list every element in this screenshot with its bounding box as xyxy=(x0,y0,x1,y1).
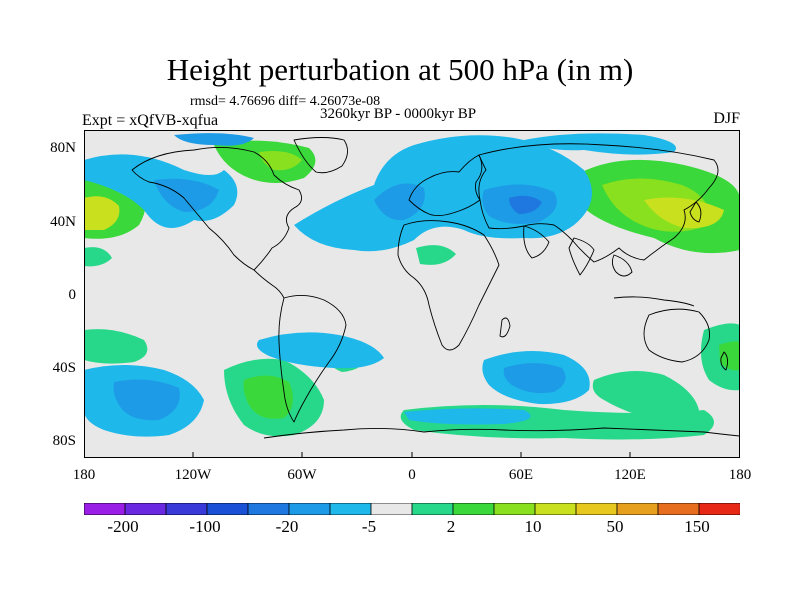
coast-north-america xyxy=(131,147,303,271)
lon-label-60w: 60W xyxy=(287,467,317,483)
contour-indian-positive xyxy=(592,371,699,422)
coast-greenland xyxy=(293,137,348,174)
colorbar-label-2: 2 xyxy=(446,517,456,536)
colorbar-swatch-11 xyxy=(534,503,577,515)
colorbar-swatch-7 xyxy=(370,503,413,515)
lon-label-180e: 180 xyxy=(728,467,752,483)
colorbar-swatch-3 xyxy=(206,503,249,515)
coast-europe xyxy=(408,154,483,217)
period-label: 3260kyr BP - 0000kyr BP xyxy=(320,106,477,122)
contour-s-indian-core xyxy=(503,363,566,394)
coast-india xyxy=(568,237,595,276)
contour-nw-pacific-edge xyxy=(84,247,112,267)
contour-s-america-core xyxy=(243,375,293,419)
stats-line: rmsd= 4.76696 diff= 4.26073e-08 xyxy=(190,94,381,109)
colorbar-swatch-12 xyxy=(575,503,618,515)
coast-antarctica xyxy=(263,427,740,439)
colorbar-label-150: 150 xyxy=(684,517,710,536)
contour-s-pacific-positive xyxy=(84,329,148,364)
axis-ticks xyxy=(192,452,631,458)
colorbar xyxy=(84,503,740,515)
lon-label-60e: 60E xyxy=(508,467,534,483)
lat-label-40s: 40S xyxy=(52,360,76,376)
lon-label-120w: 120W xyxy=(174,467,212,483)
contour-africa-positive xyxy=(416,245,456,265)
coast-africa xyxy=(397,220,500,351)
lat-label-equator: 0 xyxy=(68,287,77,303)
lon-label-120e: 120E xyxy=(614,467,646,483)
colorbar-label-minus-100: -100 xyxy=(189,517,221,536)
colorbar-swatch-10 xyxy=(493,503,536,515)
contour-europe-inner xyxy=(509,195,542,214)
contour-n-pacific-core xyxy=(154,178,219,212)
contour-se-pacific-negative xyxy=(256,332,384,369)
colorbar-label-10: 10 xyxy=(524,517,542,536)
colorbar-swatch-2 xyxy=(165,503,208,515)
season-label: DJF xyxy=(713,110,740,127)
colorbar-swatch-5 xyxy=(288,503,331,515)
plot-title: Height perturbation at 500 hPa (in m) xyxy=(166,52,634,87)
lat-label-40n: 40N xyxy=(50,214,76,230)
colorbar-swatch-8 xyxy=(411,503,454,515)
coast-arabia xyxy=(523,225,550,259)
coastlines xyxy=(131,137,740,439)
colorbar-label-minus-200: -200 xyxy=(107,517,139,536)
coast-madagascar xyxy=(499,317,511,338)
contour-arctic-negative xyxy=(524,133,676,155)
coast-indonesia xyxy=(613,296,695,307)
lon-label-180w: 180 xyxy=(72,467,96,483)
colorbar-swatch-13 xyxy=(616,503,659,515)
colorbar-label-minus-20: -20 xyxy=(275,517,299,536)
contour-fills xyxy=(84,133,740,440)
colorbar-label-minus-5: -5 xyxy=(361,517,377,536)
height-perturbation-map xyxy=(84,130,740,458)
colorbar-swatch-14 xyxy=(657,503,700,515)
coast-south-america xyxy=(278,295,347,423)
contour-se-core xyxy=(719,341,740,371)
contour-nw-pacific-core xyxy=(84,196,120,230)
contour-asia-inner xyxy=(644,197,724,229)
colorbar-swatch-0 xyxy=(84,503,126,515)
coast-asia xyxy=(478,143,719,263)
coast-southeast-asia xyxy=(611,254,633,277)
colorbar-swatch-6 xyxy=(329,503,372,515)
coast-japan xyxy=(689,201,702,223)
contour-north-polar-negative xyxy=(174,133,254,146)
colorbar-swatch-15 xyxy=(698,503,740,515)
colorbar-swatch-4 xyxy=(247,503,290,515)
coast-australia xyxy=(643,308,710,363)
lat-label-80n: 80N xyxy=(50,140,76,156)
colorbar-swatch-9 xyxy=(452,503,495,515)
colorbar-label-50: 50 xyxy=(606,517,624,536)
coast-central-america xyxy=(253,269,285,299)
contour-antarctic-coast-negative xyxy=(404,408,531,425)
coast-new-zealand xyxy=(720,351,729,371)
contour-s-pacific-core xyxy=(113,379,180,421)
lat-label-80s: 80S xyxy=(52,433,76,449)
colorbar-swatch-1 xyxy=(124,503,167,515)
experiment-label: Expt = xQfVB-xqfua xyxy=(82,112,219,129)
lon-label-0: 0 xyxy=(408,467,416,483)
